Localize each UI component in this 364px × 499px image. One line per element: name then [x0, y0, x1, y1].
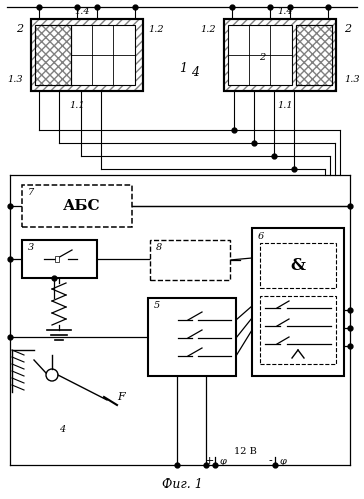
Text: 12 В: 12 В — [234, 447, 256, 456]
Text: 4: 4 — [59, 426, 65, 435]
Text: 2: 2 — [16, 24, 23, 34]
Bar — [252, 228, 344, 376]
Text: 1.4: 1.4 — [74, 6, 90, 15]
Bar — [35, 25, 71, 85]
Bar — [224, 19, 336, 91]
Text: 8: 8 — [156, 243, 162, 251]
Text: 5: 5 — [154, 301, 160, 310]
Text: 1.2: 1.2 — [148, 24, 164, 33]
Bar — [35, 25, 71, 85]
Text: 7: 7 — [28, 188, 34, 197]
Text: 1.1: 1.1 — [277, 100, 293, 109]
Text: -: - — [268, 456, 272, 466]
Bar — [22, 185, 132, 227]
Bar — [22, 240, 97, 278]
Text: φ: φ — [280, 457, 287, 466]
Bar — [260, 296, 336, 364]
Text: АБС: АБС — [63, 199, 101, 213]
Bar — [296, 25, 332, 85]
Bar — [224, 19, 336, 91]
Text: 1.2: 1.2 — [200, 24, 216, 33]
Bar — [71, 25, 135, 85]
Text: 1.4: 1.4 — [277, 6, 293, 15]
Bar — [296, 25, 332, 85]
Text: 3: 3 — [28, 243, 34, 251]
Text: 1.1: 1.1 — [69, 100, 85, 109]
Bar — [31, 19, 143, 91]
Text: 2: 2 — [259, 52, 265, 61]
Bar — [228, 25, 292, 85]
Bar — [296, 25, 332, 85]
Text: 1: 1 — [179, 61, 187, 74]
Text: 4: 4 — [191, 65, 199, 78]
Bar — [55, 256, 59, 262]
Bar — [35, 25, 71, 85]
Bar — [31, 19, 143, 91]
Bar — [224, 19, 336, 91]
Bar — [260, 243, 336, 288]
Text: &: & — [290, 256, 305, 273]
Text: φ: φ — [220, 457, 227, 466]
Text: 6: 6 — [258, 232, 264, 241]
Text: 2: 2 — [344, 24, 351, 34]
Text: 1.3: 1.3 — [7, 74, 23, 83]
Bar — [31, 19, 143, 91]
Text: F: F — [117, 392, 125, 402]
Bar — [150, 240, 230, 280]
Text: +: + — [204, 456, 214, 466]
Text: Фиг. 1: Фиг. 1 — [162, 478, 202, 491]
Bar — [148, 298, 236, 376]
Text: 1.3: 1.3 — [344, 74, 360, 83]
